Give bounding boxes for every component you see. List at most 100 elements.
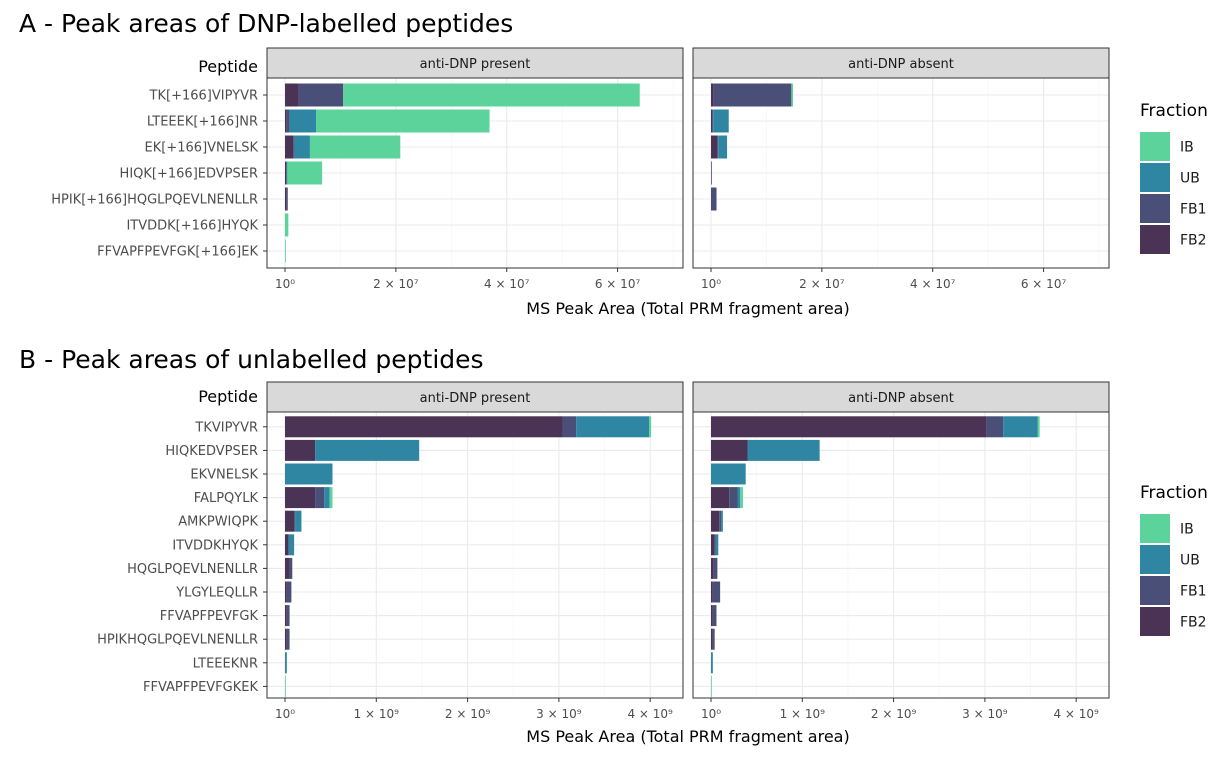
bar-segment-fb1 xyxy=(713,83,792,107)
bar-segment-ib xyxy=(309,135,401,159)
legend-swatch-ub xyxy=(1140,163,1170,192)
plot-a-facet-present: anti-DNP present 10⁰ 2 × 10⁷ 4 × 10⁷ 6 × 10… xyxy=(263,47,684,291)
bar-segment-ub xyxy=(289,109,317,133)
facet-strip-label: anti-DNP absent xyxy=(848,57,954,72)
bar-segment-fb1 xyxy=(294,510,296,532)
bar-segment-ub xyxy=(286,161,288,185)
plot-a-x-axis-title: MS Peak Area (Total PRM fragment area) xyxy=(526,299,849,318)
bar-segment-ib xyxy=(287,161,323,185)
x-tick-label: 4 × 10⁹ xyxy=(1053,707,1099,721)
bar-segment-fb1 xyxy=(712,581,721,603)
bar-segment-ub xyxy=(721,510,723,532)
y-tick-label: YLGYLEQLLR xyxy=(175,586,258,601)
bar-segment-fb2 xyxy=(285,161,287,185)
x-tick-label: 2 × 10⁷ xyxy=(373,277,419,291)
legend-label-fb2: FB2 xyxy=(1180,615,1207,631)
x-tick-label: 1 × 10⁹ xyxy=(354,707,400,721)
y-tick-label: HPIK[+166]HQGLPQEVLNENLLR xyxy=(51,193,258,208)
facet-strip xyxy=(692,47,1110,79)
bar-segment-fb1 xyxy=(729,487,738,509)
bar-segment-fb1 xyxy=(289,557,293,579)
bar-segment-ib xyxy=(285,675,286,697)
y-tick-label: ITVDDKHYQK xyxy=(172,538,258,553)
x-tick-label: 2 × 10⁷ xyxy=(799,277,845,291)
bar-segment-fb2 xyxy=(711,510,720,532)
x-tick-label: 6 × 10⁷ xyxy=(595,277,641,291)
bar-segment-ub xyxy=(737,487,741,509)
y-tick-label: FFVAPFPEVFGK[+166]EK xyxy=(97,245,258,260)
bar-segment-fb1 xyxy=(293,135,295,159)
bar-segment-ub xyxy=(294,135,310,159)
legend-title: Fraction xyxy=(1140,101,1208,121)
y-tick-label: EK[+166]VNELSK xyxy=(145,141,259,156)
facet-strip-label: anti-DNP absent xyxy=(848,391,954,406)
bar-segment-fb2 xyxy=(711,439,748,461)
legend-label-fb1: FB1 xyxy=(1180,584,1207,600)
x-tick-label: 3 × 10⁹ xyxy=(536,707,582,721)
bar-segment-fb2 xyxy=(711,135,718,159)
bar-segment-fb1 xyxy=(286,187,288,211)
y-tick-label: AMKPWIQPK xyxy=(178,515,258,530)
legend-swatch-fb2 xyxy=(1140,607,1170,636)
y-tick-label: HIQK[+166]EDVPSER xyxy=(120,167,258,182)
bar-segment-ub xyxy=(315,439,420,461)
plot-b-title: B - Peak areas of unlabelled peptides xyxy=(19,345,484,374)
bar-segment-ib xyxy=(740,487,743,509)
bar-segment-fb2 xyxy=(285,534,289,556)
bar-segment-fb2 xyxy=(285,109,287,133)
bar-segment-ib xyxy=(1037,416,1040,438)
plot-a-title: A - Peak areas of DNP-labelled peptides xyxy=(19,9,513,38)
facet-strip xyxy=(266,381,684,413)
bar-segment-ib xyxy=(285,213,289,237)
bar-segment-fb1 xyxy=(286,581,292,603)
bar-segment-fb1 xyxy=(315,487,325,509)
legend-label-ub: UB xyxy=(1180,553,1200,569)
bar-segment-ub xyxy=(718,135,728,159)
legend-label-ib: IB xyxy=(1180,140,1194,156)
bar-segment-fb1 xyxy=(712,109,714,133)
x-tick-label: 2 × 10⁹ xyxy=(871,707,917,721)
facet-strip xyxy=(692,381,1110,413)
legend-label-fb2: FB2 xyxy=(1180,233,1207,249)
bar-segment-fb1 xyxy=(712,628,715,650)
legend-swatch-ib xyxy=(1140,514,1170,543)
bar-segment-fb2 xyxy=(711,416,987,438)
bar-segment-ub xyxy=(713,109,729,133)
bar-segment-fb2 xyxy=(711,557,714,579)
bar-segment-ub xyxy=(285,463,333,485)
plot-b-facet-present: anti-DNP present 10⁰ 1 × 10⁹ 2 × 10⁹ 3 × 10… xyxy=(263,381,684,721)
y-tick-label: TKVIPYVR xyxy=(194,420,258,435)
bar-segment-fb2 xyxy=(285,581,287,603)
legend-swatch-fb1 xyxy=(1140,194,1170,223)
facet-strip xyxy=(266,47,684,79)
x-tick-label: 1 × 10⁹ xyxy=(780,707,826,721)
y-tick-label: EKVNELSK xyxy=(190,468,258,483)
bar-segment-ub xyxy=(576,416,650,438)
bar-segment-fb2 xyxy=(285,605,287,627)
legend-plot-b: Fraction IB UB FB1 FB2 xyxy=(1140,483,1208,636)
bar-segment-ub xyxy=(711,463,746,485)
y-tick-label: FFVAPFPEVFGKEK xyxy=(143,680,258,695)
x-tick-label: 10⁰ xyxy=(275,707,295,721)
x-tick-label: 10⁰ xyxy=(701,707,721,721)
bar-segment-fb1 xyxy=(986,416,1004,438)
legend-plot-a: Fraction IB UB FB1 FB2 xyxy=(1140,101,1208,254)
bar-segment-ib xyxy=(791,83,794,107)
bar-segment-fb2 xyxy=(285,510,295,532)
y-tick-label: TK[+166]VIPYVR xyxy=(149,89,258,104)
x-tick-label: 10⁰ xyxy=(275,277,295,291)
bar-segment-fb2 xyxy=(711,605,713,627)
bar-segment-fb2 xyxy=(711,628,713,650)
legend-label-ib: IB xyxy=(1180,522,1194,538)
bar-segment-fb1 xyxy=(298,83,344,107)
bar-segment-ib xyxy=(711,675,712,697)
x-tick-label: 4 × 10⁷ xyxy=(910,277,956,291)
bar-segment-fb1 xyxy=(711,161,712,185)
bar-segment-fb1 xyxy=(719,510,722,532)
y-tick-label: HQGLPQEVLNENLLR xyxy=(127,562,258,577)
y-tick-label: LTEEEK[+166]NR xyxy=(147,115,258,130)
bar-segment-ib xyxy=(316,109,490,133)
bar-segment-fb2 xyxy=(711,83,714,107)
bar-segment-fb1 xyxy=(714,534,716,556)
